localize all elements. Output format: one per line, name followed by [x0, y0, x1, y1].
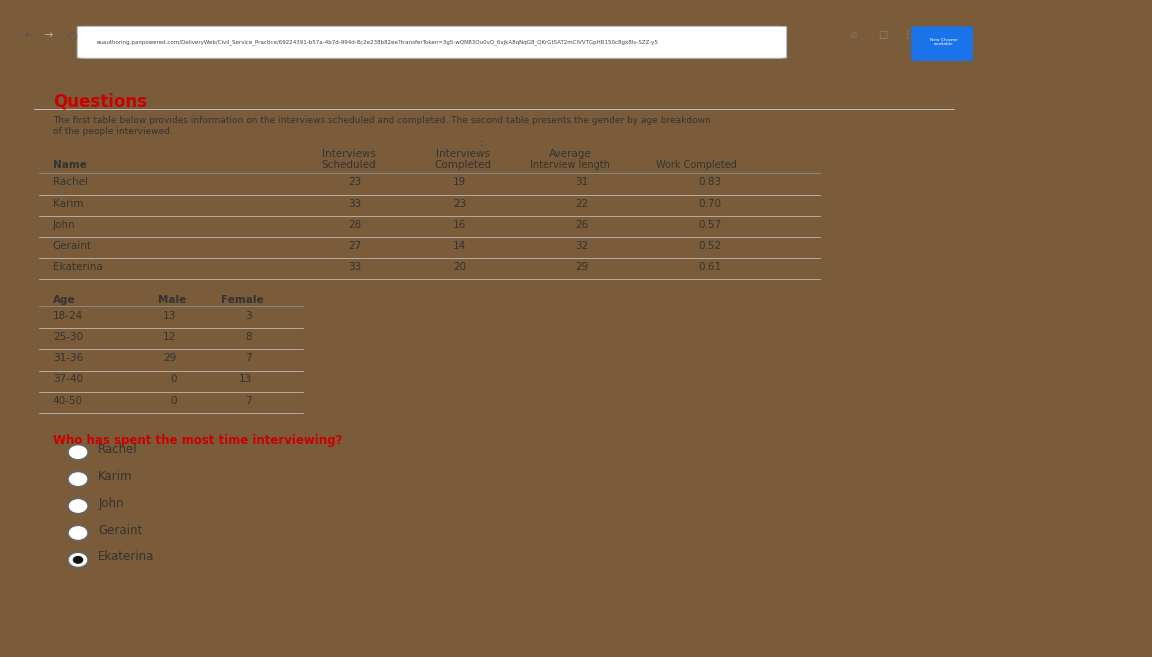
Text: ⋮: ⋮: [901, 30, 912, 40]
Text: 29: 29: [164, 353, 176, 363]
Text: 31-36: 31-36: [53, 353, 83, 363]
Text: □: □: [878, 30, 887, 40]
Circle shape: [68, 552, 88, 568]
Text: 31: 31: [576, 177, 589, 187]
Text: Completed: Completed: [434, 160, 491, 170]
Circle shape: [73, 556, 83, 564]
Text: 18-24: 18-24: [53, 311, 83, 321]
Text: 26: 26: [576, 219, 589, 230]
FancyBboxPatch shape: [77, 26, 787, 58]
Text: 28: 28: [349, 219, 362, 230]
Text: 37-40: 37-40: [53, 374, 83, 384]
Text: ○: ○: [68, 30, 77, 40]
Text: 23: 23: [349, 177, 362, 187]
Text: Questions: Questions: [53, 93, 146, 111]
Text: Rachel: Rachel: [98, 443, 138, 456]
Text: 40-50: 40-50: [53, 396, 83, 405]
Text: Male: Male: [159, 294, 187, 305]
Text: 3: 3: [245, 311, 252, 321]
Text: 0.70: 0.70: [698, 198, 721, 208]
Circle shape: [68, 499, 88, 514]
Text: Work Completed: Work Completed: [655, 160, 736, 170]
Text: 0: 0: [169, 374, 176, 384]
Text: 0.57: 0.57: [698, 219, 721, 230]
Text: 29: 29: [576, 262, 589, 272]
Text: 25-30: 25-30: [53, 332, 83, 342]
Text: 7: 7: [245, 396, 252, 405]
Text: John: John: [53, 219, 75, 230]
Text: 22: 22: [576, 198, 589, 208]
FancyBboxPatch shape: [911, 26, 976, 61]
Text: 19: 19: [453, 177, 467, 187]
Text: 13: 13: [164, 311, 176, 321]
Text: 16: 16: [453, 219, 467, 230]
Text: 13: 13: [238, 374, 252, 384]
Text: 20: 20: [454, 262, 467, 272]
Text: 7: 7: [245, 353, 252, 363]
Text: →: →: [44, 30, 53, 40]
Text: Average: Average: [548, 148, 591, 158]
Text: Geraint: Geraint: [53, 241, 92, 251]
Circle shape: [68, 525, 88, 541]
Text: 27: 27: [349, 241, 362, 251]
Text: 0: 0: [169, 396, 176, 405]
Text: Geraint: Geraint: [98, 524, 143, 537]
Text: Age: Age: [53, 294, 75, 305]
Text: Name: Name: [53, 160, 86, 170]
Circle shape: [68, 445, 88, 460]
Text: ✩: ✩: [849, 30, 858, 40]
Text: Interviews: Interviews: [435, 148, 490, 158]
Text: 0.61: 0.61: [698, 262, 721, 272]
Text: 0.52: 0.52: [698, 241, 721, 251]
Text: Interview length: Interview length: [530, 160, 609, 170]
Text: ←: ←: [24, 30, 33, 40]
Text: The first table below provides information on the interviews scheduled and compl: The first table below provides informati…: [53, 116, 711, 125]
Text: Ekaterina: Ekaterina: [53, 262, 103, 272]
Text: Who has spent the most time interviewing?: Who has spent the most time interviewing…: [53, 434, 342, 447]
Text: Karim: Karim: [98, 470, 132, 483]
Text: 0.83: 0.83: [698, 177, 721, 187]
Text: Female: Female: [221, 294, 264, 305]
Text: 12: 12: [164, 332, 176, 342]
Text: of the people interviewed.: of the people interviewed.: [53, 127, 173, 137]
Text: Rachel: Rachel: [53, 177, 88, 187]
Text: Ekaterina: Ekaterina: [98, 551, 154, 564]
Text: New Chrome
available: New Chrome available: [930, 37, 957, 47]
Circle shape: [68, 472, 88, 487]
Text: 14: 14: [453, 241, 467, 251]
Text: 33: 33: [349, 198, 362, 208]
Text: Karim: Karim: [53, 198, 83, 208]
Text: Scheduled: Scheduled: [321, 160, 377, 170]
Text: 23: 23: [453, 198, 467, 208]
Text: 8: 8: [245, 332, 252, 342]
Text: John: John: [98, 497, 123, 510]
Text: 33: 33: [349, 262, 362, 272]
Text: :: :: [479, 138, 484, 148]
Text: Interviews: Interviews: [323, 148, 377, 158]
Text: euauthoring.panpowered.com/DeliveryWeb/Civil_Service_Practice/69224391-b57a-4b7d: euauthoring.panpowered.com/DeliveryWeb/C…: [97, 39, 658, 45]
Text: 32: 32: [576, 241, 589, 251]
